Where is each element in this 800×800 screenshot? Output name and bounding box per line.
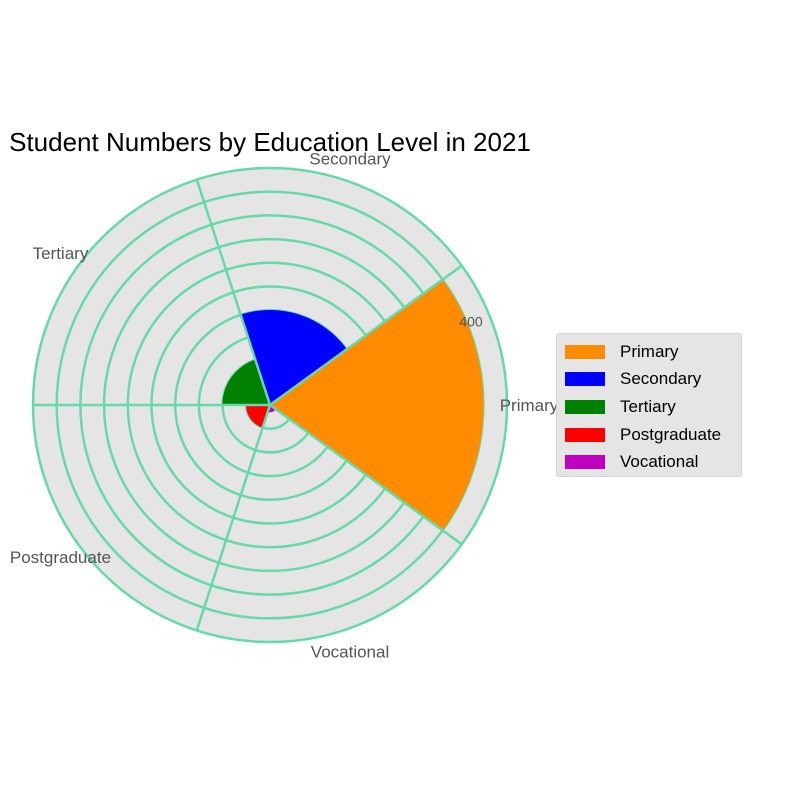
- radial-tick-labels: 400: [459, 314, 483, 330]
- legend-item-vocational: Vocational: [565, 448, 741, 476]
- category-label-tertiary: Tertiary: [33, 244, 89, 263]
- category-label-postgraduate: Postgraduate: [10, 548, 111, 567]
- category-label-primary: Primary: [500, 396, 559, 415]
- chart-title: Student Numbers by Education Level in 20…: [9, 127, 531, 157]
- legend-swatch: [565, 399, 605, 414]
- legend-label: Vocational: [620, 452, 699, 472]
- legend-swatch: [565, 344, 605, 359]
- legend-item-primary: Primary: [565, 338, 741, 366]
- angular-grid: [33, 179, 463, 631]
- legend: Primary Secondary Tertiary Postgraduate Voca…: [556, 333, 742, 477]
- legend-item-tertiary: Tertiary: [565, 393, 741, 421]
- grid-spoke: [195, 404, 272, 631]
- bar-secondary: [240, 309, 348, 406]
- bar-primary: [269, 279, 484, 531]
- legend-swatch: [565, 372, 605, 387]
- legend-label: Tertiary: [620, 396, 676, 416]
- category-label-vocational: Vocational: [311, 642, 389, 661]
- grid-spoke: [195, 179, 272, 406]
- category-labels: Primary Secondary Tertiary Postgraduate Voca…: [10, 150, 559, 662]
- legend-swatch: [565, 455, 605, 470]
- category-label-secondary: Secondary: [309, 150, 391, 169]
- legend-item-secondary: Secondary: [565, 366, 741, 394]
- legend-label: Primary: [620, 341, 679, 361]
- legend-item-postgraduate: Postgraduate: [565, 421, 741, 449]
- grid-spoke: [269, 403, 463, 546]
- legend-label: Postgraduate: [620, 424, 722, 444]
- radial-tick-label: 400: [459, 314, 483, 330]
- legend-label: Secondary: [620, 369, 702, 389]
- grid-spoke: [269, 264, 463, 407]
- legend-swatch: [565, 427, 605, 442]
